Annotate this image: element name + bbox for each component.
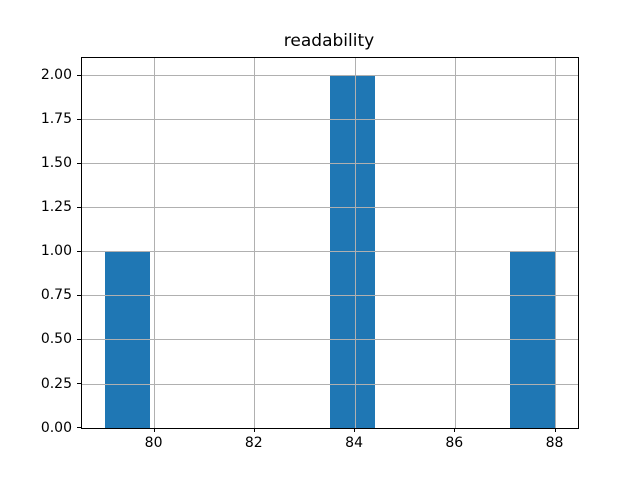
y-tick-mark	[77, 250, 81, 252]
gridline-y	[82, 427, 578, 428]
y-tick-label: 1.75	[40, 111, 72, 128]
gridline-x	[555, 58, 556, 428]
x-tick-mark	[253, 428, 255, 432]
gridline-x	[254, 58, 256, 428]
gridline-y	[82, 339, 578, 341]
gridline-x	[154, 58, 156, 428]
x-tick-label: 88	[545, 435, 564, 451]
grid-layer	[82, 58, 578, 428]
y-tick-label: 0.75	[40, 287, 72, 304]
y-tick-label: 0.25	[40, 375, 72, 392]
y-tick-mark	[77, 206, 81, 208]
y-tick-mark	[77, 427, 81, 428]
y-tick-mark	[77, 162, 81, 164]
x-tick-label: 84	[345, 435, 364, 451]
gridline-y	[82, 207, 578, 209]
chart-title: readability	[283, 31, 375, 51]
y-tick-label: 1.25	[40, 199, 72, 216]
y-tick-mark	[77, 338, 81, 340]
gridline-y	[82, 163, 578, 165]
y-tick-mark	[77, 74, 81, 76]
y-tick-label: 0.50	[40, 331, 72, 348]
plot-area	[81, 57, 579, 429]
gridline-x	[354, 58, 356, 428]
y-tick-label: 1.50	[40, 155, 72, 172]
y-tick-mark	[77, 294, 81, 296]
y-tick-label: 0.00	[40, 419, 72, 436]
gridline-y	[82, 75, 578, 77]
gridline-y	[82, 251, 578, 253]
y-tick-mark	[77, 118, 81, 120]
x-tick-label: 86	[445, 435, 464, 451]
x-tick-mark	[354, 428, 356, 432]
y-tick-mark	[77, 383, 81, 384]
gridline-y	[82, 383, 578, 385]
gridline-x	[454, 58, 456, 428]
x-tick-label: 80	[144, 435, 163, 451]
y-tick-label: 1.00	[40, 243, 72, 260]
x-tick-mark	[454, 428, 456, 432]
x-tick-mark	[153, 428, 155, 432]
x-tick-mark	[554, 428, 556, 432]
x-tick-label: 82	[244, 435, 263, 451]
gridline-y	[82, 295, 578, 297]
gridline-y	[82, 119, 578, 121]
y-tick-label: 2.00	[40, 67, 72, 84]
